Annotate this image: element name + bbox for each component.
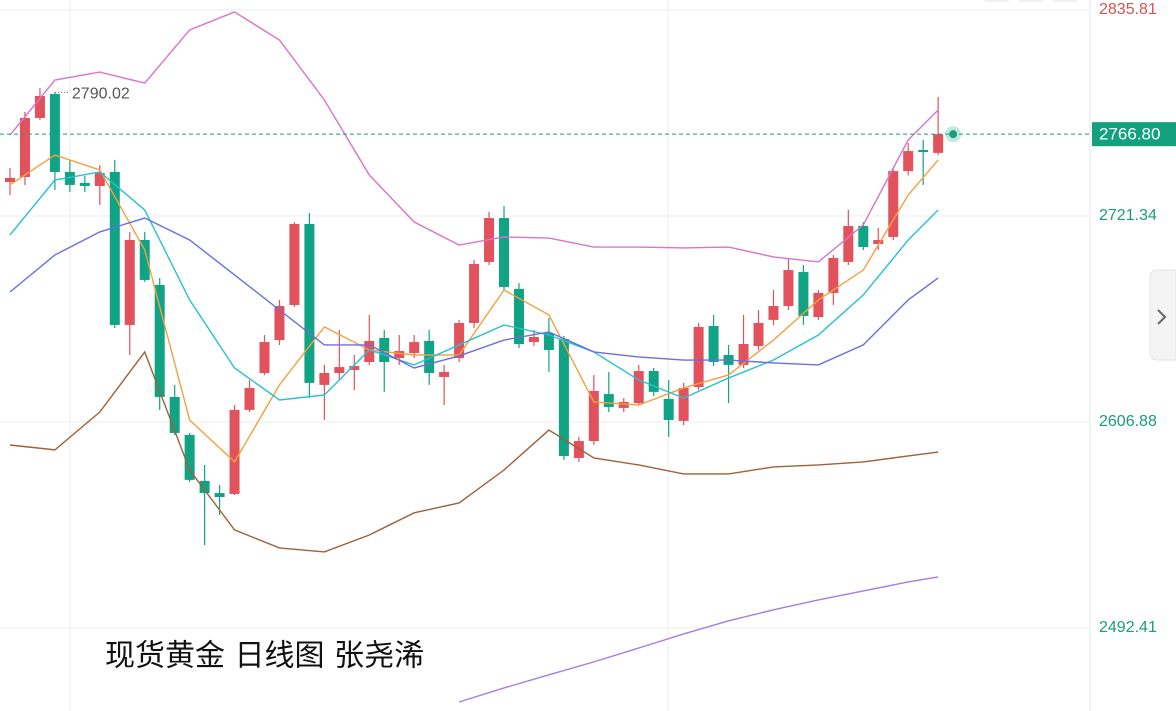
candle-body (274, 306, 285, 341)
candle-body (663, 398, 674, 420)
candle-body (184, 434, 195, 480)
candle-body (708, 326, 719, 363)
candle-body (798, 272, 809, 316)
candle-body (79, 182, 90, 187)
candle-body (364, 340, 375, 363)
high-marker-label: 2790.02 (72, 86, 130, 103)
tool-button[interactable] (1018, 0, 1044, 2)
y-tick-label: 2492.41 (1099, 619, 1157, 636)
candle-body (588, 391, 599, 442)
candle-body (648, 371, 659, 392)
candle-body (229, 409, 240, 494)
candle-body (843, 225, 854, 262)
candle-body (244, 387, 255, 410)
candle-body (49, 94, 60, 172)
candle-body (259, 342, 270, 374)
candle-body (753, 322, 764, 347)
candle-body (858, 225, 869, 248)
chart-annotation: 现货黄金 日线图 张尧浠 (105, 639, 424, 674)
tool-button[interactable] (984, 0, 1010, 2)
candle-body (199, 480, 210, 494)
candle-body (499, 218, 510, 287)
candle-body (19, 117, 30, 178)
candle-body (154, 284, 165, 397)
candle-body (903, 151, 914, 172)
candle-body (64, 171, 75, 185)
candle-body (394, 351, 405, 359)
candle-body (768, 306, 779, 320)
indicator-line (9, 350, 939, 553)
candle-body (873, 239, 884, 244)
candle-body (169, 396, 180, 433)
candle-body (888, 171, 899, 237)
chevron (1157, 309, 1167, 325)
candle-body (738, 344, 749, 365)
indicator-line (9, 217, 939, 369)
pulse-dot (949, 130, 958, 139)
candle-body (618, 401, 629, 408)
candle-body (603, 394, 614, 408)
candle-body (813, 292, 824, 318)
candle-body (469, 263, 480, 323)
candle-body (918, 150, 929, 152)
candle-body (783, 270, 794, 307)
indicator-line (458, 576, 939, 703)
candle-body (379, 337, 390, 363)
indicator-line (9, 171, 939, 401)
candle-body (319, 373, 330, 385)
candle-body (5, 177, 15, 183)
candle-body (349, 365, 360, 370)
candle-body (139, 239, 150, 280)
candle-body (828, 257, 839, 293)
last-price-label: 2766.80 (1099, 125, 1160, 144)
candle-body (528, 337, 539, 343)
candle-body (558, 338, 569, 456)
indicator-line (9, 11, 939, 263)
candle-body (573, 441, 584, 458)
candle-body (289, 223, 300, 305)
candle-body (94, 173, 105, 187)
candle-body (409, 342, 420, 354)
candle-body (424, 340, 435, 374)
candle-body (513, 288, 524, 345)
y-tick-label: 2721.34 (1099, 207, 1157, 224)
candle-body (334, 367, 345, 374)
candle-body (109, 171, 120, 325)
candle-body (214, 493, 225, 498)
candle-body (933, 134, 944, 153)
candle-body (454, 322, 465, 359)
y-tick-label: 2835.81 (1099, 1, 1157, 18)
candle-body (633, 371, 644, 404)
top-buttons (984, 0, 1078, 2)
candle-body (678, 387, 689, 421)
last-price-box (1092, 122, 1176, 147)
tool-button[interactable] (1052, 0, 1078, 2)
expand-button[interactable] (1149, 269, 1176, 361)
candle-body (693, 326, 704, 388)
candle-body (34, 96, 45, 118)
candle-body (439, 371, 450, 377)
indicator-line (9, 154, 939, 464)
candle-body (304, 223, 315, 383)
candle-body (543, 333, 554, 350)
y-tick-label: 2606.88 (1099, 413, 1157, 430)
candle-body (124, 239, 135, 325)
